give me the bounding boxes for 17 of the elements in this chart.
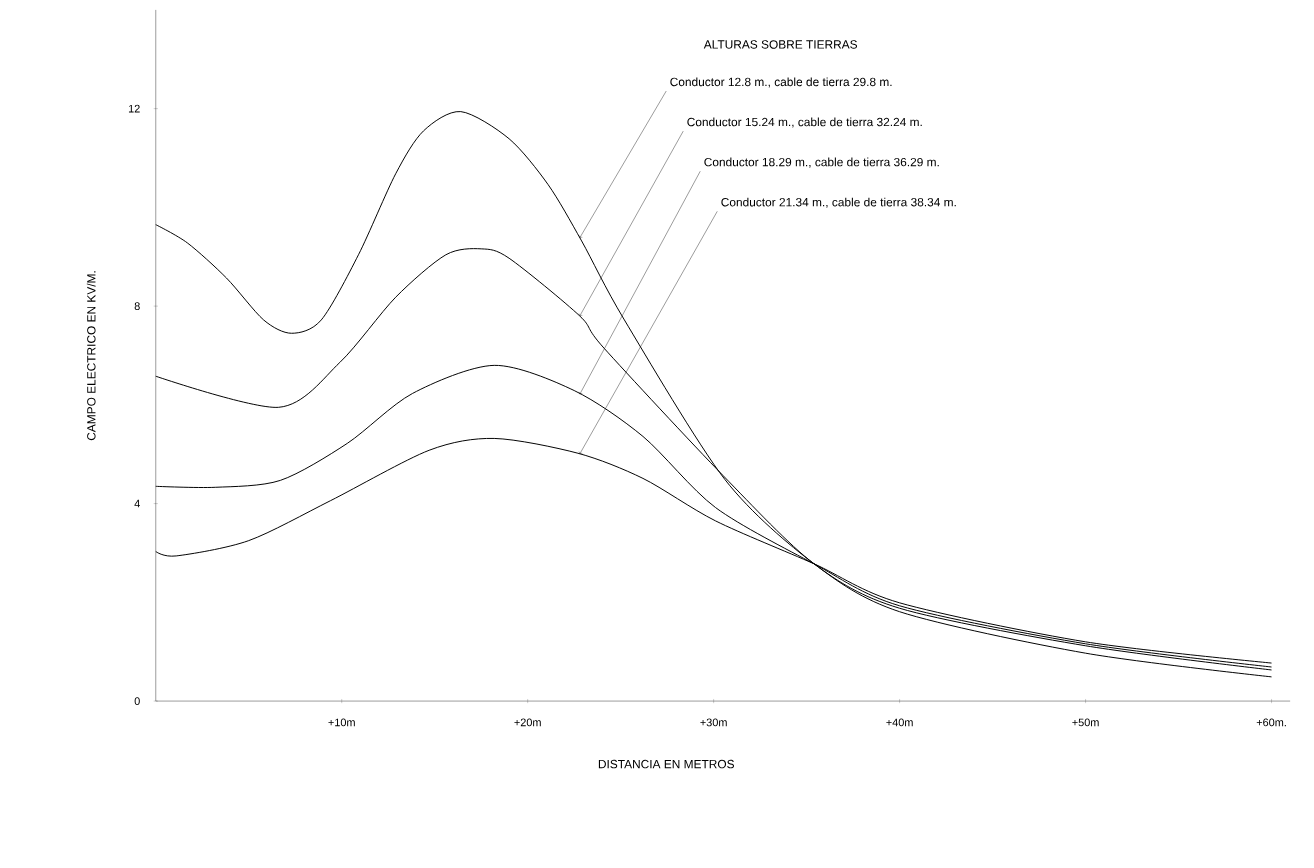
x-tick-label: +50m xyxy=(1072,718,1099,727)
x-tick-label: +40m xyxy=(886,718,913,727)
x-tick-label: +20m xyxy=(514,718,541,727)
y-tick-label: 0 xyxy=(134,697,140,706)
text: Conductor 15.24 m., cable de tierra 32.24 m. xyxy=(687,117,922,128)
x-tick-label: +30m xyxy=(700,718,727,727)
legend-title: ALTURAS SOBRE TIERRAS xyxy=(703,40,858,49)
y-tick-label: 4 xyxy=(134,500,140,508)
x-tick-label: +60m. xyxy=(1256,718,1286,727)
text: Conductor 18.29 m., cable de tierra 36.29 m. xyxy=(704,157,939,168)
y-axis-title: CAMPO ELECTRICO EN KV/M. xyxy=(86,271,96,441)
y-tick-label: 12 xyxy=(128,104,140,113)
y-tick-label: 8 xyxy=(134,302,140,311)
x-axis-title: DISTANCIA EN METROS xyxy=(598,760,734,769)
text: Conductor 12.8 m., cable de tierra 29.8 m. xyxy=(670,77,892,88)
x-tick-label: +10m xyxy=(328,718,355,727)
text: Conductor 21.34 m., cable de tierra 38.34 m. xyxy=(721,197,956,208)
